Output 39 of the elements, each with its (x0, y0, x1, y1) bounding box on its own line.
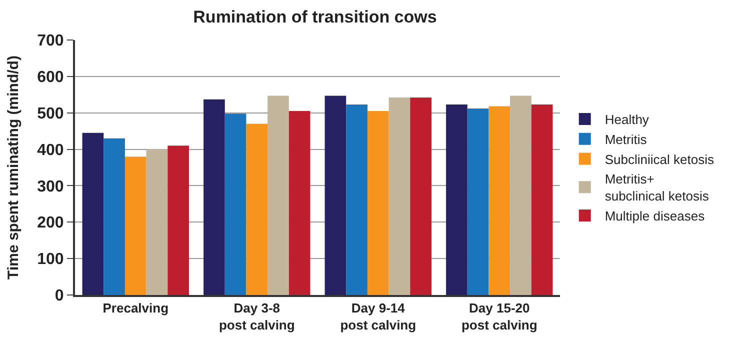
bar (224, 114, 246, 295)
bar (410, 98, 432, 295)
x-tick-label: Day 15-20 post calving (461, 300, 538, 332)
bar (388, 98, 410, 295)
chart-title: Rumination of transition cows (193, 7, 437, 26)
bar (168, 146, 189, 295)
bar (510, 96, 532, 295)
bar (346, 104, 368, 295)
legend-label: Metritis (604, 132, 648, 147)
legend-label: Healthy (604, 112, 650, 128)
y-tick-label: 100 (37, 251, 64, 268)
y-tick-label: 400 (37, 142, 64, 159)
x-tick-label: Day 3-8 post calving (218, 300, 295, 332)
y-axis-title: Time spent ruminating (mind/d) (4, 56, 22, 280)
legend-label: Multiple diseases (604, 208, 706, 224)
bar (288, 111, 310, 295)
bar (531, 104, 553, 295)
legend-label: Metritis+ subclinical ketosis (604, 172, 710, 204)
bar (268, 96, 289, 295)
legend-label: Subcliniical ketosis (604, 152, 714, 167)
bar (324, 96, 346, 295)
bar (104, 138, 125, 295)
bar (367, 111, 389, 295)
y-tick-label: 600 (37, 69, 64, 86)
y-tick-label: 300 (37, 178, 64, 196)
y-tick-label: 200 (37, 214, 64, 232)
bar (124, 156, 146, 295)
bar (467, 108, 489, 295)
y-tick-label: 700 (37, 32, 64, 50)
y-tick-label: 0 (54, 288, 64, 305)
bar (246, 124, 268, 295)
bar (146, 149, 168, 295)
bar (204, 99, 225, 295)
x-tick-label: Day 9-14 post calving (340, 300, 416, 332)
bar (446, 104, 468, 295)
bar (82, 132, 104, 295)
y-tick-label: 500 (37, 105, 64, 122)
bar (488, 106, 510, 295)
x-tick-label: Precalving (102, 300, 169, 316)
